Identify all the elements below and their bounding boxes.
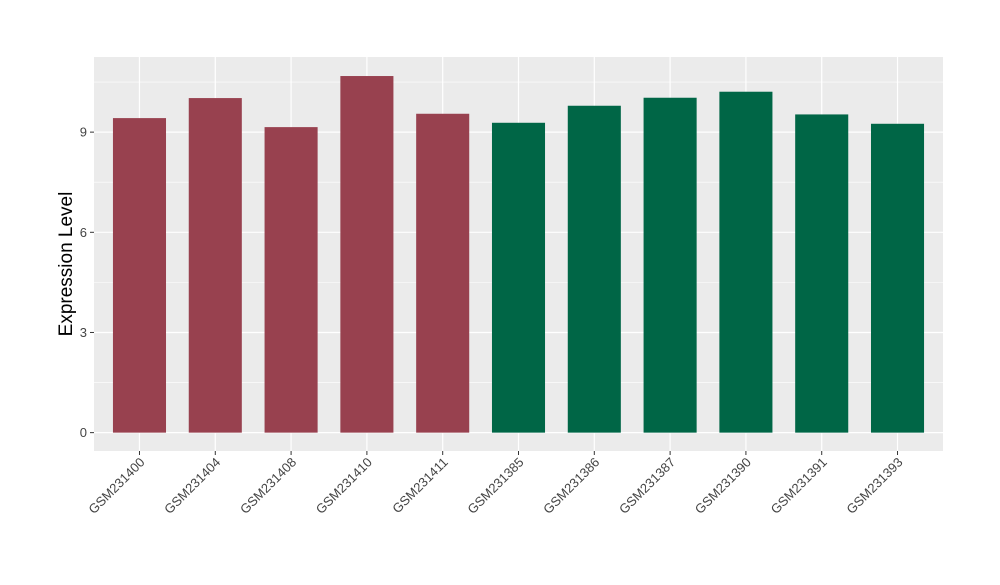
bar-GSM231390 [719,91,773,433]
x-tick-label: GSM231390 [692,455,754,517]
y-tick-label: 6 [80,225,87,240]
bar-GSM231387 [643,97,697,433]
x-tick-label: GSM231410 [313,455,375,517]
y-axis: 0 3 6 9 [80,125,94,440]
x-tick-label: GSM231391 [768,455,830,517]
bar-GSM231408 [264,127,318,433]
y-tick-label: 9 [80,125,87,140]
bar-GSM231386 [567,105,621,433]
bar-GSM231410 [340,76,394,433]
bar-GSM231400 [112,118,167,433]
bar-GSM231385 [491,122,546,433]
x-axis: GSM231400 GSM231404 GSM231408 GSM231410 GSM2… [85,451,906,517]
bar-GSM231404 [188,98,242,433]
bars-group [112,76,925,433]
bar-GSM231411 [416,113,470,433]
y-axis-title: Expression Level [56,192,77,337]
x-tick-label: GSM231408 [237,455,299,517]
x-tick-label: GSM231387 [616,455,678,517]
bar-GSM231393 [870,123,925,433]
x-tick-label: GSM231386 [540,455,602,517]
x-tick-label: GSM231400 [85,455,147,517]
bar-GSM231391 [795,114,849,433]
x-tick-label: GSM231385 [464,455,526,517]
x-tick-label: GSM231411 [389,455,451,517]
y-tick-label: 3 [80,325,87,340]
x-tick-label: GSM231393 [843,455,905,517]
x-tick-label: GSM231404 [161,455,223,517]
y-tick-label: 0 [80,425,87,440]
